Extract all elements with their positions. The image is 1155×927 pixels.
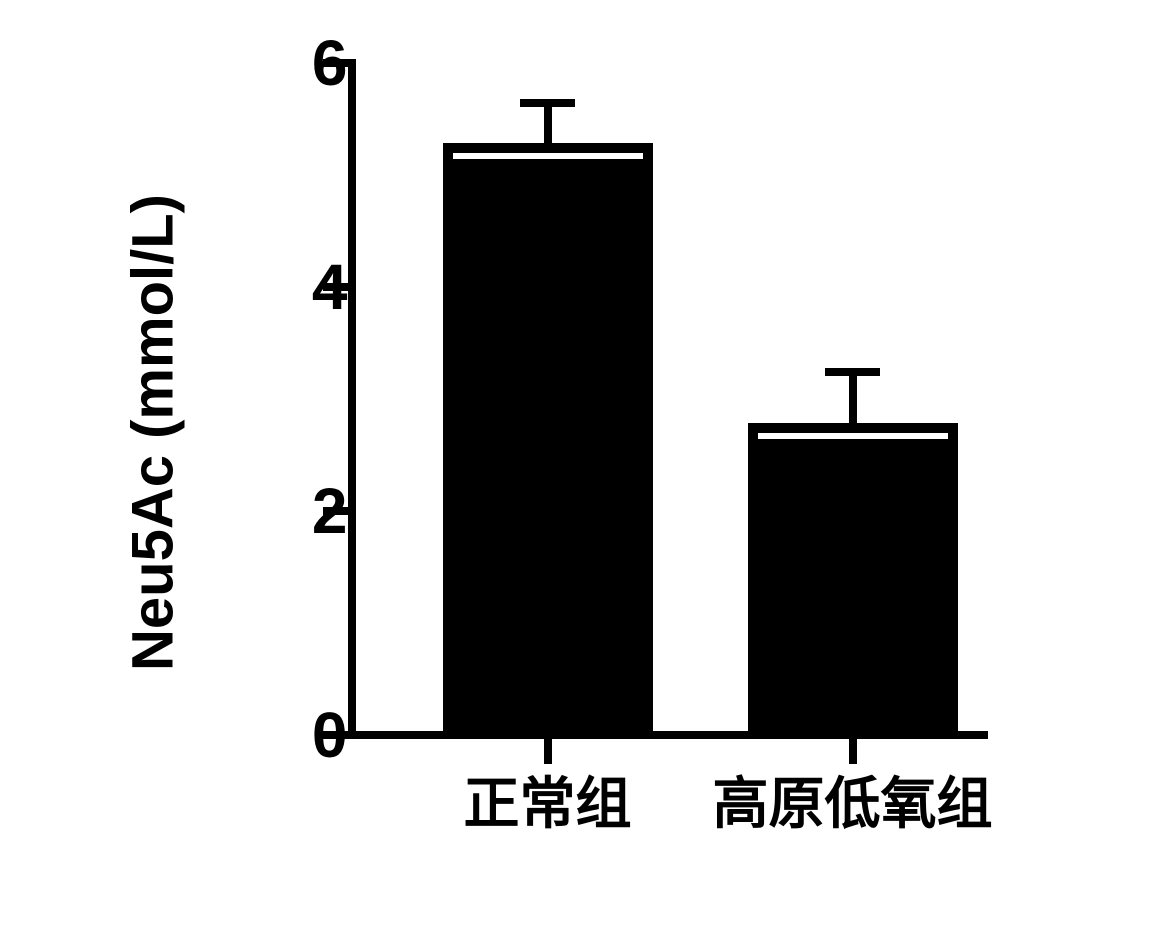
error-bar <box>544 103 552 142</box>
bar <box>443 143 653 731</box>
y-tick-label: 4 <box>248 250 348 324</box>
y-axis-title: Neu5Ac (mmol/L) <box>119 194 186 671</box>
plot-area <box>348 59 988 739</box>
error-bar-cap <box>825 368 880 376</box>
bar-highlight <box>453 153 643 159</box>
bar-chart: Neu5Ac (mmol/L) 0246 正常组高原低氧组 <box>128 29 1028 899</box>
x-axis-line <box>348 731 988 739</box>
bar <box>748 423 958 731</box>
x-axis-label: 正常组 <box>464 759 632 840</box>
bar-highlight <box>758 433 948 439</box>
y-axis-line <box>348 59 356 739</box>
y-tick-label: 2 <box>248 474 348 548</box>
error-bar-cap <box>520 99 575 107</box>
y-tick-label: 0 <box>248 698 348 772</box>
y-tick-label: 6 <box>248 26 348 100</box>
error-bar <box>849 372 857 422</box>
x-axis-label: 高原低氧组 <box>713 759 993 840</box>
